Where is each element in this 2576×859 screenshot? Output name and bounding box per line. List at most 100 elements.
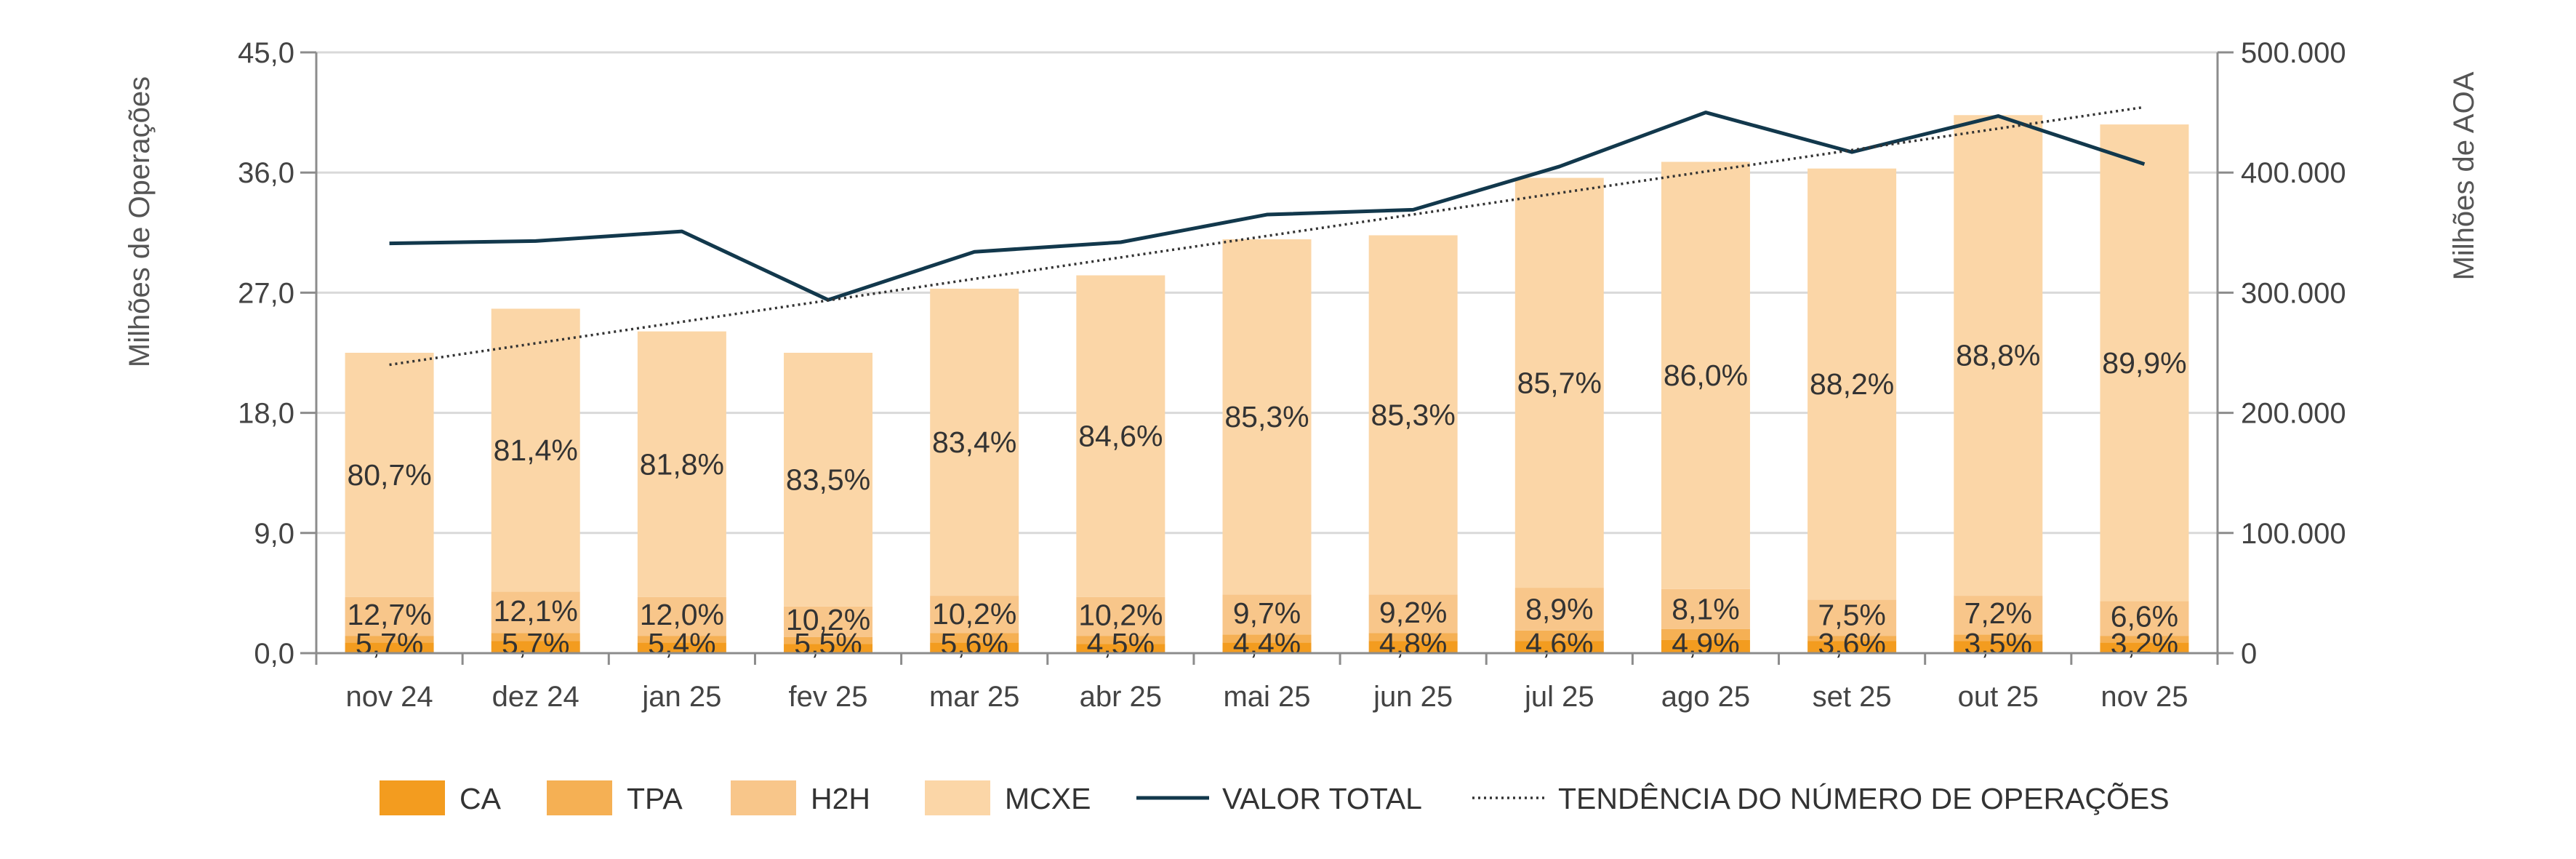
bar-mcxe	[1076, 275, 1165, 597]
bar-ca	[637, 642, 726, 653]
legend-swatch-mcxe	[925, 780, 990, 815]
x-tick-label: out 25	[1958, 681, 2039, 713]
data-label-ca: 4,9%	[1672, 627, 1739, 660]
data-label-h2h: 12,0%	[640, 598, 724, 631]
y-right-axis-title: Milhões de AOA	[2448, 71, 2480, 280]
bar-tpa	[930, 633, 1019, 643]
legend-label: TENDÊNCIA DO NÚMERO DE OPERAÇÕES	[1558, 782, 2170, 815]
data-label-ca: 5,6%	[940, 627, 1008, 660]
lines	[389, 105, 2146, 367]
bar-ca	[930, 642, 1019, 653]
data-label-mcxe: 88,2%	[1810, 367, 1894, 401]
legend-label: MCXE	[1005, 782, 1091, 815]
bar-h2h	[491, 591, 580, 634]
data-label-h2h: 10,2%	[932, 597, 1016, 631]
x-tick-label: mai 25	[1223, 681, 1310, 713]
data-label-ca: 5,5%	[794, 627, 862, 660]
legend: CA TPA H2H MCXE VALOR TOTAL TENDÊNCIA DO NÚME…	[380, 780, 2170, 815]
data-label-ca: 3,2%	[2111, 627, 2178, 660]
bar-mcxe	[1514, 177, 1604, 588]
bar-h2h	[1954, 596, 2043, 635]
bar-tpa	[1368, 633, 1458, 642]
data-label-mcxe: 80,7%	[347, 458, 431, 492]
bar-ca	[1954, 641, 2043, 653]
bar-h2h	[2100, 601, 2189, 636]
x-tick-label: jul 25	[1524, 681, 1594, 713]
bar-tpa	[1954, 634, 2043, 642]
bar-h2h	[1222, 594, 1312, 635]
x-tick-label: mar 25	[929, 681, 1020, 713]
data-label-h2h: 10,2%	[1078, 599, 1163, 632]
bar-h2h	[784, 606, 873, 637]
bar-tpa	[637, 636, 726, 643]
bar-ca	[1076, 644, 1165, 653]
bar-tpa	[1222, 634, 1312, 643]
bar-ca	[1807, 641, 1897, 653]
bar-mcxe	[930, 288, 1019, 596]
bar-mcxe	[637, 331, 726, 597]
bar-tpa	[2100, 636, 2189, 643]
data-label-h2h: 7,2%	[1965, 596, 2032, 630]
line-valor-total	[389, 111, 2146, 302]
y-right-tick-label: 400.000	[2241, 157, 2346, 189]
x-tick-label: nov 24	[346, 681, 433, 713]
bar-ca	[784, 644, 873, 653]
bar-mcxe	[345, 353, 434, 597]
data-label-mcxe: 86,0%	[1664, 359, 1748, 392]
y-left-tick-label: 36,0	[238, 157, 294, 189]
bar-ca	[1514, 641, 1604, 653]
x-tick-label: abr 25	[1080, 681, 1162, 713]
legend-swatch-tpa	[547, 780, 612, 815]
data-label-ca: 5,4%	[648, 627, 715, 660]
y-left-tick-label: 0,0	[254, 638, 294, 670]
data-label-h2h: 10,2%	[786, 603, 870, 636]
line-trend	[389, 105, 2145, 367]
data-label-ca: 4,8%	[1379, 627, 1447, 660]
legend-label: CA	[460, 782, 502, 815]
legend-label: H2H	[811, 782, 870, 815]
data-label-h2h: 9,7%	[1233, 596, 1301, 630]
bar-ca	[2100, 642, 2189, 653]
data-label-h2h: 12,1%	[494, 594, 578, 628]
bar-mcxe	[1368, 235, 1458, 595]
data-label-ca: 3,6%	[1818, 627, 1885, 660]
bar-tpa	[1661, 628, 1750, 640]
data-label-h2h: 9,2%	[1379, 596, 1447, 629]
bar-mcxe	[784, 353, 873, 607]
bar-ca	[1222, 642, 1312, 653]
y-left-tick-label: 18,0	[238, 398, 294, 430]
bar-ca	[1661, 639, 1750, 653]
data-label-mcxe: 81,8%	[640, 447, 724, 481]
bar-mcxe	[2100, 124, 2189, 602]
data-label-mcxe: 83,5%	[786, 463, 870, 496]
legend-swatch-h2h	[731, 780, 796, 815]
data-label-mcxe: 83,4%	[932, 425, 1016, 459]
bar-tpa	[1514, 630, 1604, 642]
bar-ca	[1368, 641, 1458, 653]
data-label-ca: 5,7%	[356, 627, 423, 660]
bar-h2h	[345, 596, 434, 636]
data-label-mcxe: 85,7%	[1517, 366, 1602, 399]
axes: 0,0 0 9,0 100.000 18,0 200.000 27,0 300.000 36,0…	[124, 37, 2480, 713]
legend-label: TPA	[627, 782, 683, 815]
data-label-h2h: 8,9%	[1525, 592, 1593, 626]
bar-mcxe	[1222, 239, 1312, 595]
bar-tpa	[491, 633, 580, 642]
data-label-mcxe: 89,9%	[2102, 346, 2186, 380]
y-left-tick-label: 45,0	[238, 37, 294, 69]
bar-h2h	[1368, 594, 1458, 634]
bar-tpa	[1076, 636, 1165, 644]
data-label-ca: 4,5%	[1087, 627, 1155, 660]
bar-mcxe	[1807, 168, 1897, 600]
bars	[345, 115, 2189, 653]
data-label-ca: 3,5%	[1965, 627, 2032, 660]
data-label-h2h: 7,5%	[1818, 599, 1885, 632]
data-label-ca: 5,7%	[502, 627, 569, 660]
y-right-tick-label: 0	[2241, 638, 2257, 670]
bar-mcxe	[1661, 161, 1750, 589]
bar-ca	[345, 642, 434, 653]
bar-h2h	[1514, 588, 1604, 631]
bar-h2h	[930, 596, 1019, 634]
y-right-tick-label: 500.000	[2241, 37, 2346, 69]
